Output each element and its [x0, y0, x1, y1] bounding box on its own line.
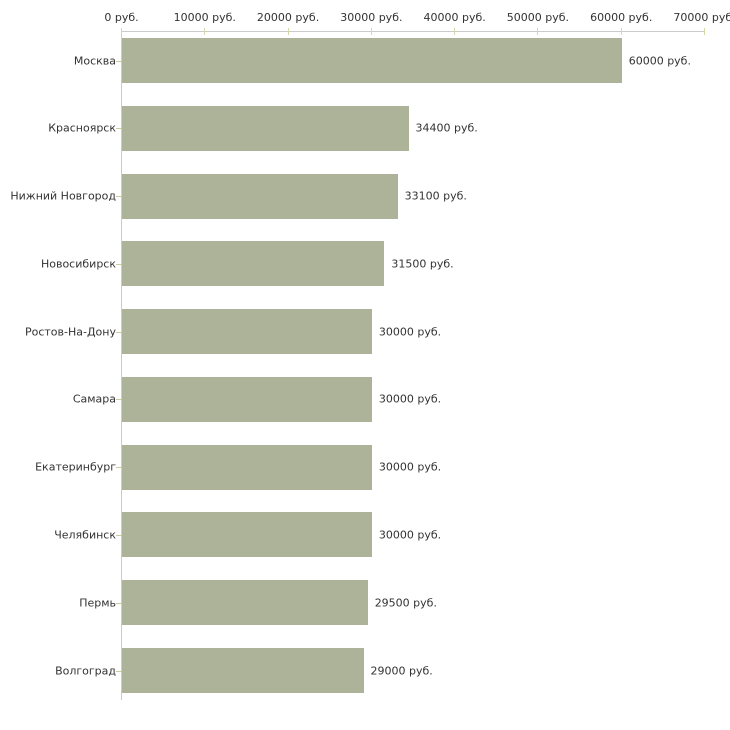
category-tick [115, 263, 122, 265]
x-axis-tick [537, 28, 539, 35]
bar-value-label: 30000 руб. [378, 528, 442, 542]
bar [122, 173, 398, 219]
bar-value-label: 29500 руб. [374, 596, 437, 610]
bar-value-label: 31500 руб. [391, 257, 454, 271]
bar [122, 241, 385, 287]
bar-value-label: 33100 руб. [404, 189, 467, 203]
x-axis-tick-label: 10000 руб. [173, 11, 236, 24]
bar [122, 648, 364, 694]
bar [122, 376, 372, 422]
x-axis-tick-label: 20000 руб. [256, 11, 320, 24]
category-label: Челябинск [54, 528, 116, 542]
x-axis-tick-label: 50000 руб. [506, 11, 570, 24]
x-axis-tick-label: 30000 руб. [340, 11, 403, 24]
bar [122, 512, 372, 558]
category-label: Самара [72, 392, 116, 406]
bar [122, 309, 372, 355]
x-axis-tick [704, 28, 705, 35]
bar [122, 38, 622, 83]
category-tick [115, 534, 122, 536]
category-tick [115, 331, 122, 333]
category-label: Красноярск [48, 121, 116, 135]
bar-value-label: 34400 руб. [415, 121, 478, 135]
category-label: Ростов-На-Дону [24, 325, 116, 339]
category-label: Новосибирск [40, 257, 116, 271]
bar [122, 105, 409, 151]
x-axis-line [121, 31, 705, 32]
x-axis-tick [370, 28, 372, 35]
bar-value-label: 60000 руб. [628, 54, 691, 67]
category-label: Москва [73, 54, 116, 67]
x-axis-tick-label: 0 руб. [104, 11, 139, 24]
bar [122, 580, 368, 626]
category-tick [115, 60, 122, 62]
category-tick [115, 670, 122, 672]
x-axis-tick [620, 28, 622, 35]
category-label: Екатеринбург [35, 460, 116, 474]
category-tick [115, 602, 122, 604]
category-tick [115, 128, 122, 130]
x-axis-tick [121, 28, 122, 35]
x-axis-tick-label: 60000 руб. [590, 11, 653, 24]
x-axis-tick [454, 28, 456, 35]
x-axis-tick [287, 28, 289, 35]
x-axis-tick-label: 40000 руб. [423, 11, 486, 24]
bar-value-label: 30000 руб. [378, 460, 442, 474]
bar-value-label: 29000 руб. [370, 664, 433, 678]
category-label: Нижний Новгород [10, 189, 116, 203]
category-label: Пермь [79, 596, 116, 610]
bar-value-label: 30000 руб. [378, 325, 442, 339]
x-axis-tick [204, 28, 206, 35]
category-tick [115, 196, 122, 198]
category-label: Волгоград [55, 664, 116, 678]
y-axis-line [121, 31, 122, 700]
bar-value-label: 30000 руб. [378, 392, 442, 406]
bar [122, 444, 372, 490]
category-tick [115, 467, 122, 469]
category-tick [115, 399, 122, 401]
x-axis-tick-label: 70000 руб. [673, 11, 730, 24]
